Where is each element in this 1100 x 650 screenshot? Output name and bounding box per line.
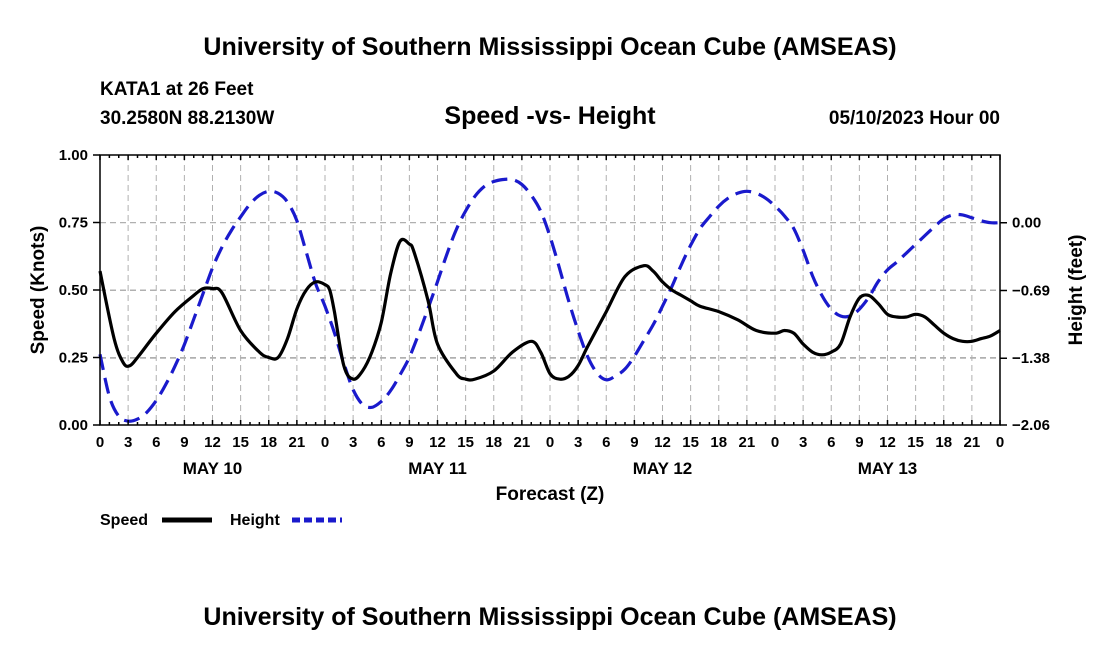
y2-tick-label: −2.06: [1012, 417, 1050, 434]
x-tick-label: 6: [152, 434, 160, 451]
x-tick-label: 0: [546, 434, 554, 451]
x-tick-label: 15: [232, 434, 249, 451]
x-tick-label: 6: [377, 434, 385, 451]
x-tick-label: 15: [457, 434, 474, 451]
day-label: MAY 13: [858, 459, 918, 478]
x-tick-label: 6: [602, 434, 610, 451]
y-tick-label: 0.25: [59, 350, 88, 367]
y-tick-label: 0.75: [59, 215, 88, 232]
main-title: University of Southern Mississippi Ocean…: [203, 33, 896, 61]
x-tick-label: 3: [124, 434, 132, 451]
legend-speed-label: Speed: [100, 512, 148, 529]
x-tick-label: 9: [630, 434, 638, 451]
x-tick-label: 12: [879, 434, 896, 451]
x-tick-label: 9: [180, 434, 188, 451]
x-tick-label: 12: [429, 434, 446, 451]
footer-title: University of Southern Mississippi Ocean…: [203, 603, 896, 631]
x-tick-label: 9: [405, 434, 413, 451]
day-label: MAY 12: [633, 459, 693, 478]
chart-title: Speed -vs- Height: [444, 102, 656, 130]
axis-ticks: 0 3 6 9 12 15 18 21 0 3 6 9 12 15 18 21 0 3 6 9 12 15 18 21 0 3 6 9…: [59, 147, 1050, 478]
y-tick-label: 0.00: [59, 417, 88, 434]
x-tick-label: 21: [289, 434, 306, 451]
y-tick-label: 1.00: [59, 147, 88, 164]
x-tick-label: 18: [710, 434, 727, 451]
y2-tick-label: 0.00: [1012, 215, 1041, 232]
series-group: [98, 177, 1001, 423]
x-tick-label: 0: [771, 434, 779, 451]
x-tick-label: 18: [935, 434, 952, 451]
grid: [100, 155, 1000, 425]
legend-height-label: Height: [230, 512, 280, 529]
x-tick-label: 9: [855, 434, 863, 451]
x-tick-label: 0: [996, 434, 1004, 451]
y-axis-title: Speed (Knots): [28, 226, 49, 355]
x-tick-label: 21: [514, 434, 531, 451]
x-tick-label: 15: [682, 434, 699, 451]
x-tick-label: 18: [260, 434, 277, 451]
x-tick-label: 6: [827, 434, 835, 451]
x-axis-title: Forecast (Z): [496, 484, 605, 505]
coordinates-label: 30.2580N 88.2130W: [100, 108, 274, 129]
x-tick-label: 3: [574, 434, 582, 451]
x-tick-label: 15: [907, 434, 924, 451]
x-tick-label: 3: [799, 434, 807, 451]
x-tick-label: 12: [204, 434, 221, 451]
x-tick-label: 21: [739, 434, 756, 451]
day-label: MAY 11: [408, 459, 467, 478]
speed-series-line: [98, 237, 1001, 382]
station-label: KATA1 at 26 Feet: [100, 79, 254, 100]
day-label: MAY 10: [183, 459, 243, 478]
y2-tick-label: −0.69: [1012, 282, 1050, 299]
legend: Speed Height: [100, 512, 342, 529]
x-tick-label: 21: [964, 434, 981, 451]
x-tick-label: 12: [654, 434, 671, 451]
y-tick-label: 0.50: [59, 282, 88, 299]
x-tick-label: 3: [349, 434, 357, 451]
x-tick-label: 0: [96, 434, 104, 451]
x-tick-label: 18: [485, 434, 502, 451]
y2-axis-title: Height (feet): [1066, 235, 1087, 346]
forecast-date: 05/10/2023 Hour 00: [829, 108, 1000, 129]
x-tick-label: 0: [321, 434, 329, 451]
y2-tick-label: −1.38: [1012, 350, 1050, 367]
